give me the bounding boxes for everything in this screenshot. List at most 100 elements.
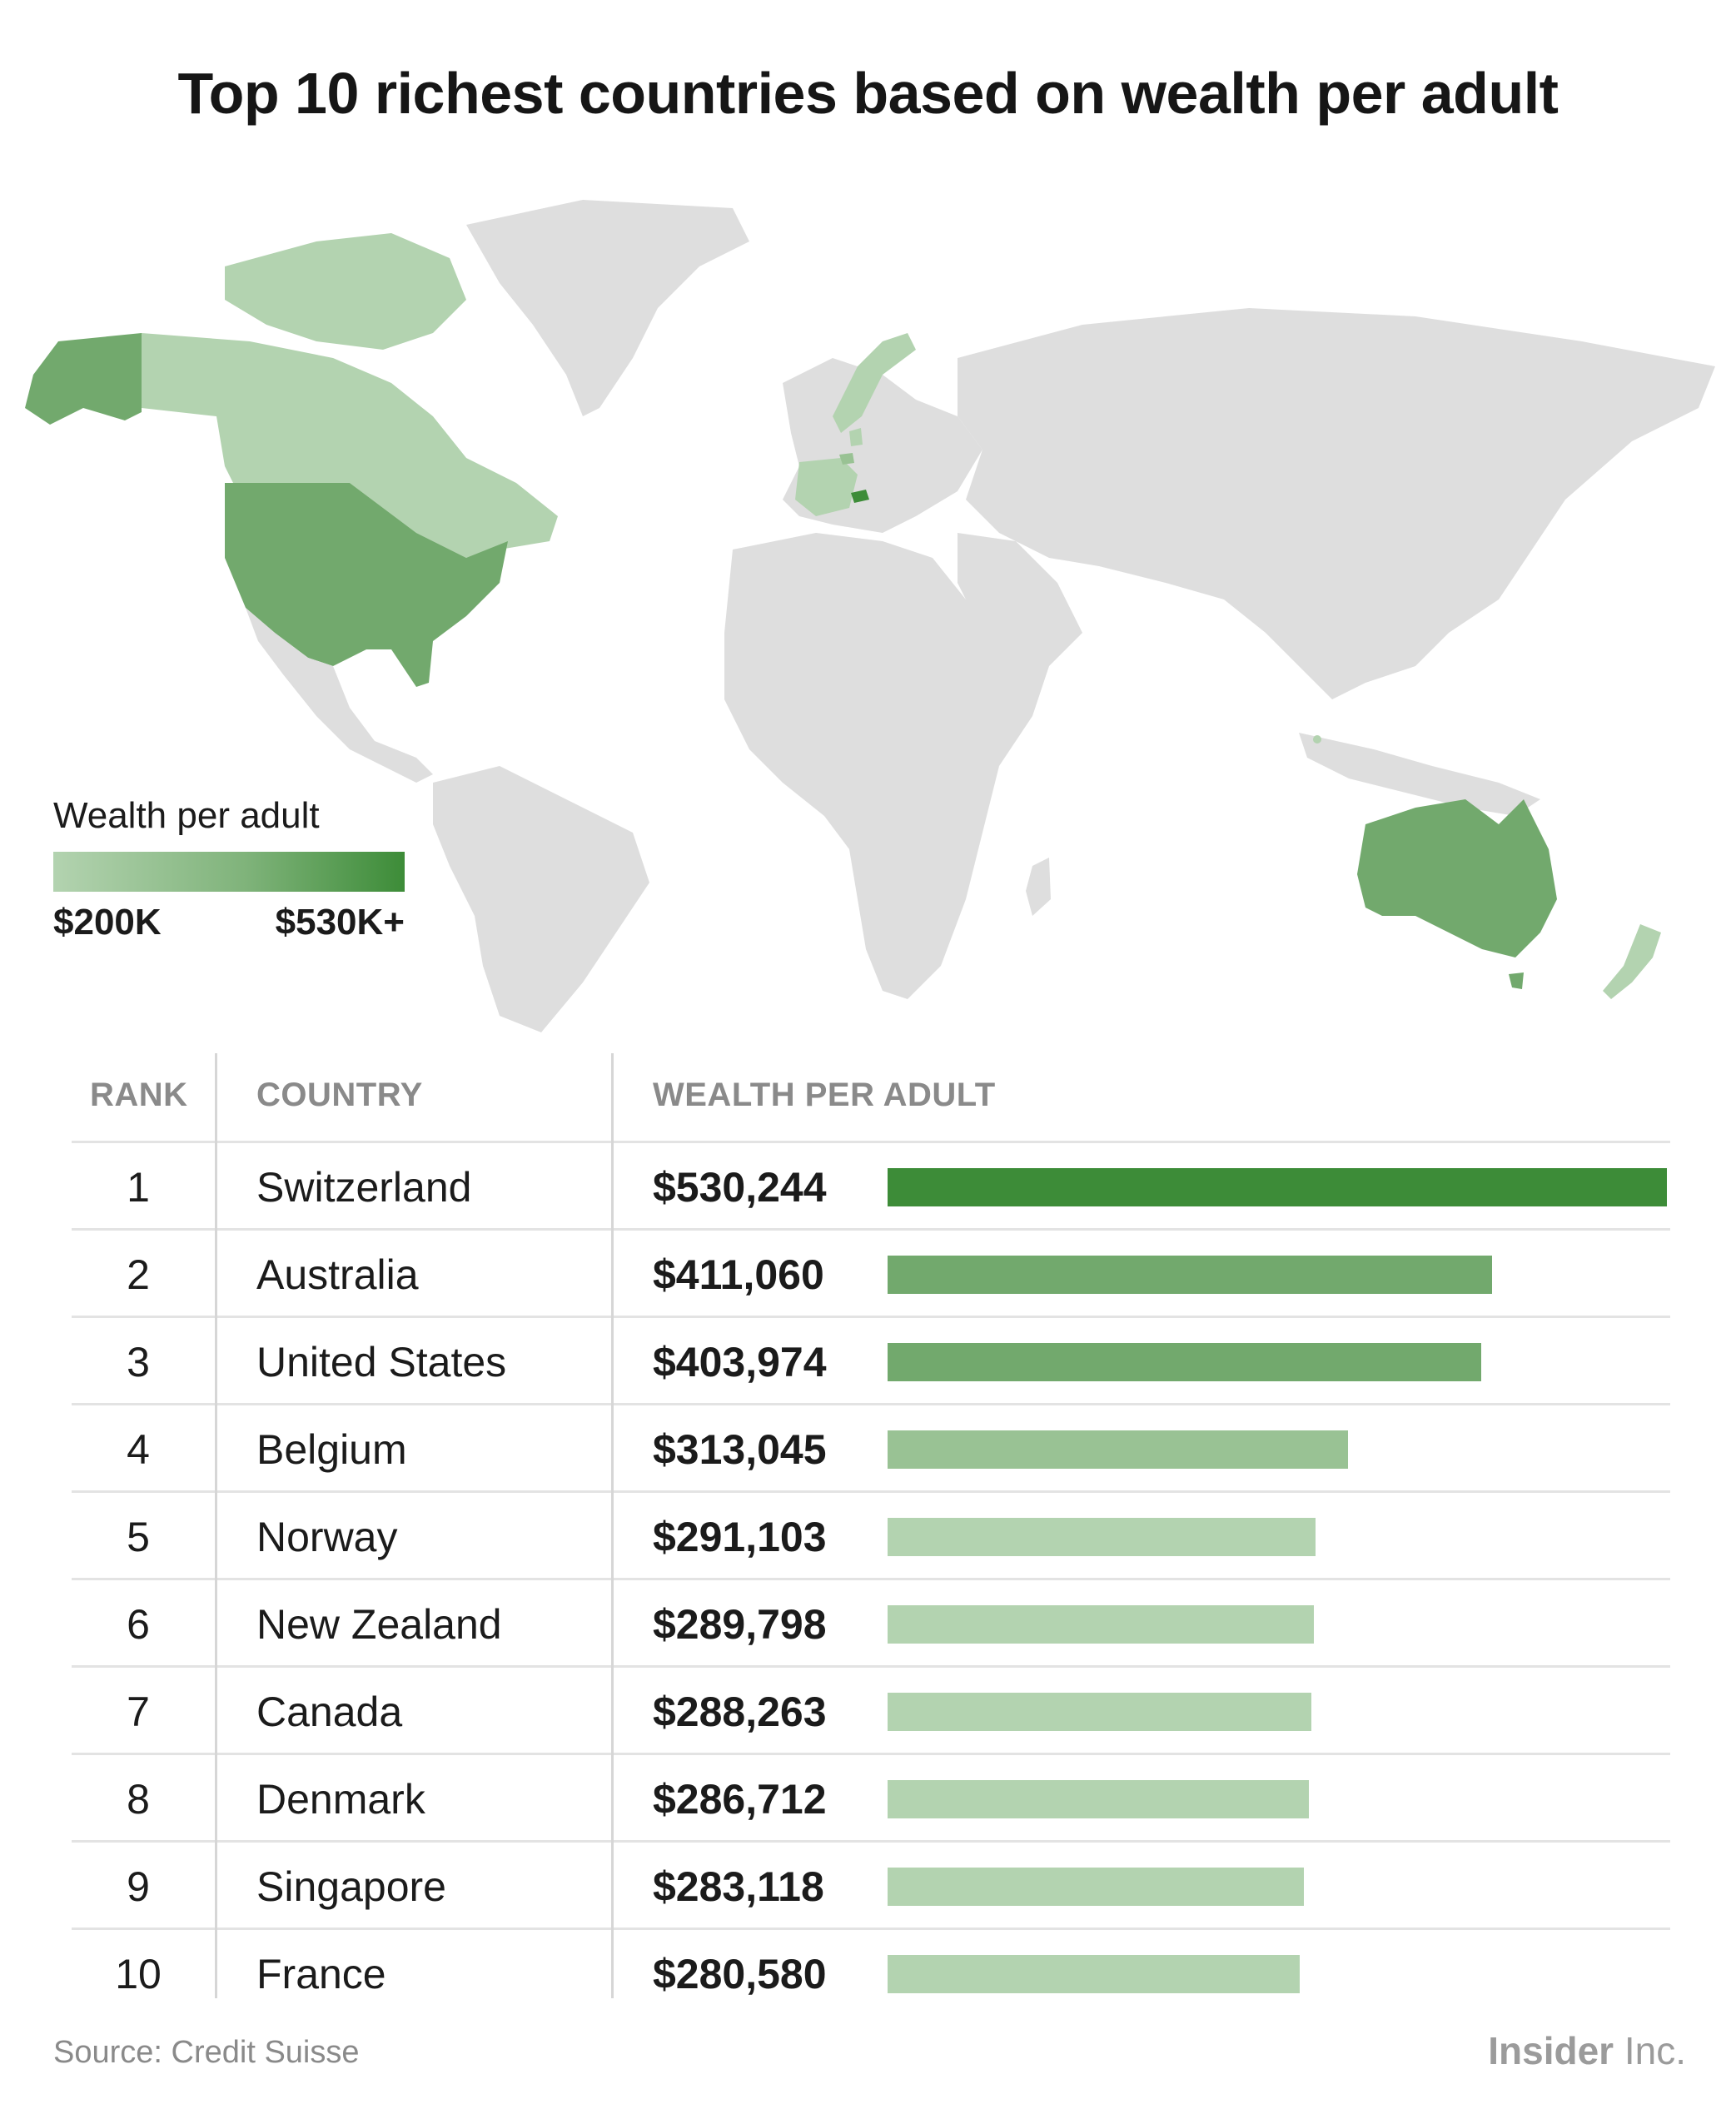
table-row: 7 Canada $288,263: [72, 1665, 1670, 1753]
map-greenland: [466, 200, 749, 416]
wealth-value-label: $411,060: [653, 1251, 824, 1298]
country-cell: Australia: [256, 1251, 419, 1298]
wealth-value-label: $403,974: [653, 1339, 827, 1385]
legend-gradient: [53, 852, 405, 892]
map-usa: [225, 483, 508, 687]
wealth-bar: [888, 1780, 1309, 1818]
legend-labels: $200K $530K+: [53, 902, 411, 952]
rank-cell: 9: [127, 1863, 150, 1910]
header-rank: RANK: [90, 1077, 188, 1113]
country-cell: Singapore: [256, 1863, 446, 1910]
wealth-bar: [888, 1168, 1667, 1206]
logo-light: Inc.: [1614, 2029, 1686, 2072]
wealth-value-label: $288,263: [653, 1689, 827, 1735]
map-belgium: [839, 453, 854, 465]
logo-bold: Insider: [1488, 2029, 1614, 2072]
map-asia: [958, 308, 1715, 699]
rank-cell: 2: [127, 1251, 150, 1298]
table-row: 9 Singapore $283,118: [72, 1840, 1670, 1927]
country-cell: Belgium: [256, 1426, 407, 1473]
wealth-value-label: $286,712: [653, 1776, 827, 1823]
rank-cell: 8: [127, 1776, 150, 1823]
map-mexico: [246, 608, 433, 783]
publisher-logo: Insider Inc.: [1488, 2028, 1686, 2073]
map-denmark: [849, 428, 863, 446]
rank-cell: 4: [127, 1426, 150, 1473]
source-note: Source: Credit Suisse: [53, 2035, 360, 2070]
country-cell: New Zealand: [256, 1601, 502, 1648]
map-france: [795, 458, 858, 516]
rank-cell: 5: [127, 1514, 150, 1560]
table-row: 2 Australia $411,060: [72, 1228, 1670, 1316]
wealth-bar: [888, 1605, 1314, 1644]
map-switzerland: [851, 490, 869, 503]
bar-track: [888, 1868, 1667, 1906]
table-row: 4 Belgium $313,045: [72, 1403, 1670, 1490]
map-indonesia: [1299, 733, 1540, 816]
wealth-value-label: $280,580: [653, 1951, 827, 1997]
header-country: COUNTRY: [256, 1077, 423, 1113]
wealth-value-label: $313,045: [653, 1426, 827, 1473]
wealth-bar: [888, 1868, 1304, 1906]
wealth-bar: [888, 1343, 1481, 1381]
bar-track: [888, 1955, 1667, 1993]
map-singapore: [1313, 735, 1321, 744]
wealth-bar: [888, 1518, 1316, 1556]
wealth-bar: [888, 1955, 1300, 1993]
bar-track: [888, 1605, 1667, 1644]
wealth-value-label: $283,118: [653, 1863, 824, 1910]
map-madagascar: [1026, 858, 1051, 916]
table-row: 5 Norway $291,103: [72, 1490, 1670, 1578]
wealth-bar: [888, 1256, 1492, 1294]
table-row: 1 Switzerland $530,244: [72, 1141, 1670, 1228]
rank-cell: 3: [127, 1339, 150, 1385]
map-norway: [833, 333, 916, 433]
legend-title: Wealth per adult: [53, 795, 320, 836]
rank-cell: 7: [127, 1689, 150, 1735]
bar-track: [888, 1430, 1667, 1469]
bar-track: [888, 1518, 1667, 1556]
table-row: 10 France $280,580: [72, 1927, 1670, 2015]
rank-cell: 6: [127, 1601, 150, 1648]
map-new-zealand: [1603, 924, 1661, 999]
rank-cell: 10: [115, 1951, 162, 1997]
wealth-value-label: $289,798: [653, 1601, 827, 1648]
country-cell: Norway: [256, 1514, 398, 1560]
table-body: 1 Switzerland $530,244 2 Australia $411,060 3 U…: [72, 1141, 1670, 2015]
ranking-table: RANK COUNTRY WEALTH PER ADULT 1 Switzerla…: [72, 1053, 1670, 2015]
country-cell: United States: [256, 1339, 507, 1385]
map-legend: Wealth per adult $200K $530K+: [53, 795, 411, 952]
bar-track: [888, 1256, 1667, 1294]
wealth-bar: [888, 1430, 1348, 1469]
country-cell: Denmark: [256, 1776, 425, 1823]
header-wealth: WEALTH PER ADULT: [653, 1077, 996, 1113]
bar-track: [888, 1780, 1667, 1818]
wealth-value-label: $291,103: [653, 1514, 827, 1560]
country-cell: Canada: [256, 1689, 403, 1735]
map-canada: [142, 333, 558, 558]
chart-title: Top 10 richest countries based on wealth…: [177, 61, 1559, 126]
table-row: 6 New Zealand $289,798: [72, 1578, 1670, 1665]
bar-track: [888, 1343, 1667, 1381]
map-australia: [1357, 799, 1557, 957]
column-divider-country: [611, 1053, 614, 1998]
table-header: RANK COUNTRY WEALTH PER ADULT: [72, 1053, 1670, 1141]
legend-max-label: $530K+: [275, 902, 405, 943]
map-canada-islands: [225, 233, 466, 350]
world-map: [0, 167, 1736, 1032]
map-africa: [724, 533, 1049, 999]
column-divider-rank: [215, 1053, 217, 1998]
table-row: 8 Denmark $286,712: [72, 1753, 1670, 1840]
table-row: 3 United States $403,974: [72, 1316, 1670, 1403]
wealth-bar: [888, 1693, 1311, 1731]
legend-min-label: $200K: [53, 902, 162, 943]
country-cell: France: [256, 1951, 386, 1997]
map-alaska: [25, 333, 142, 425]
wealth-value-label: $530,244: [653, 1164, 827, 1211]
bar-track: [888, 1693, 1667, 1731]
map-south-america: [433, 766, 649, 1032]
rank-cell: 1: [127, 1164, 150, 1211]
country-cell: Switzerland: [256, 1164, 472, 1211]
map-tasmania: [1509, 972, 1524, 989]
bar-track: [888, 1168, 1667, 1206]
